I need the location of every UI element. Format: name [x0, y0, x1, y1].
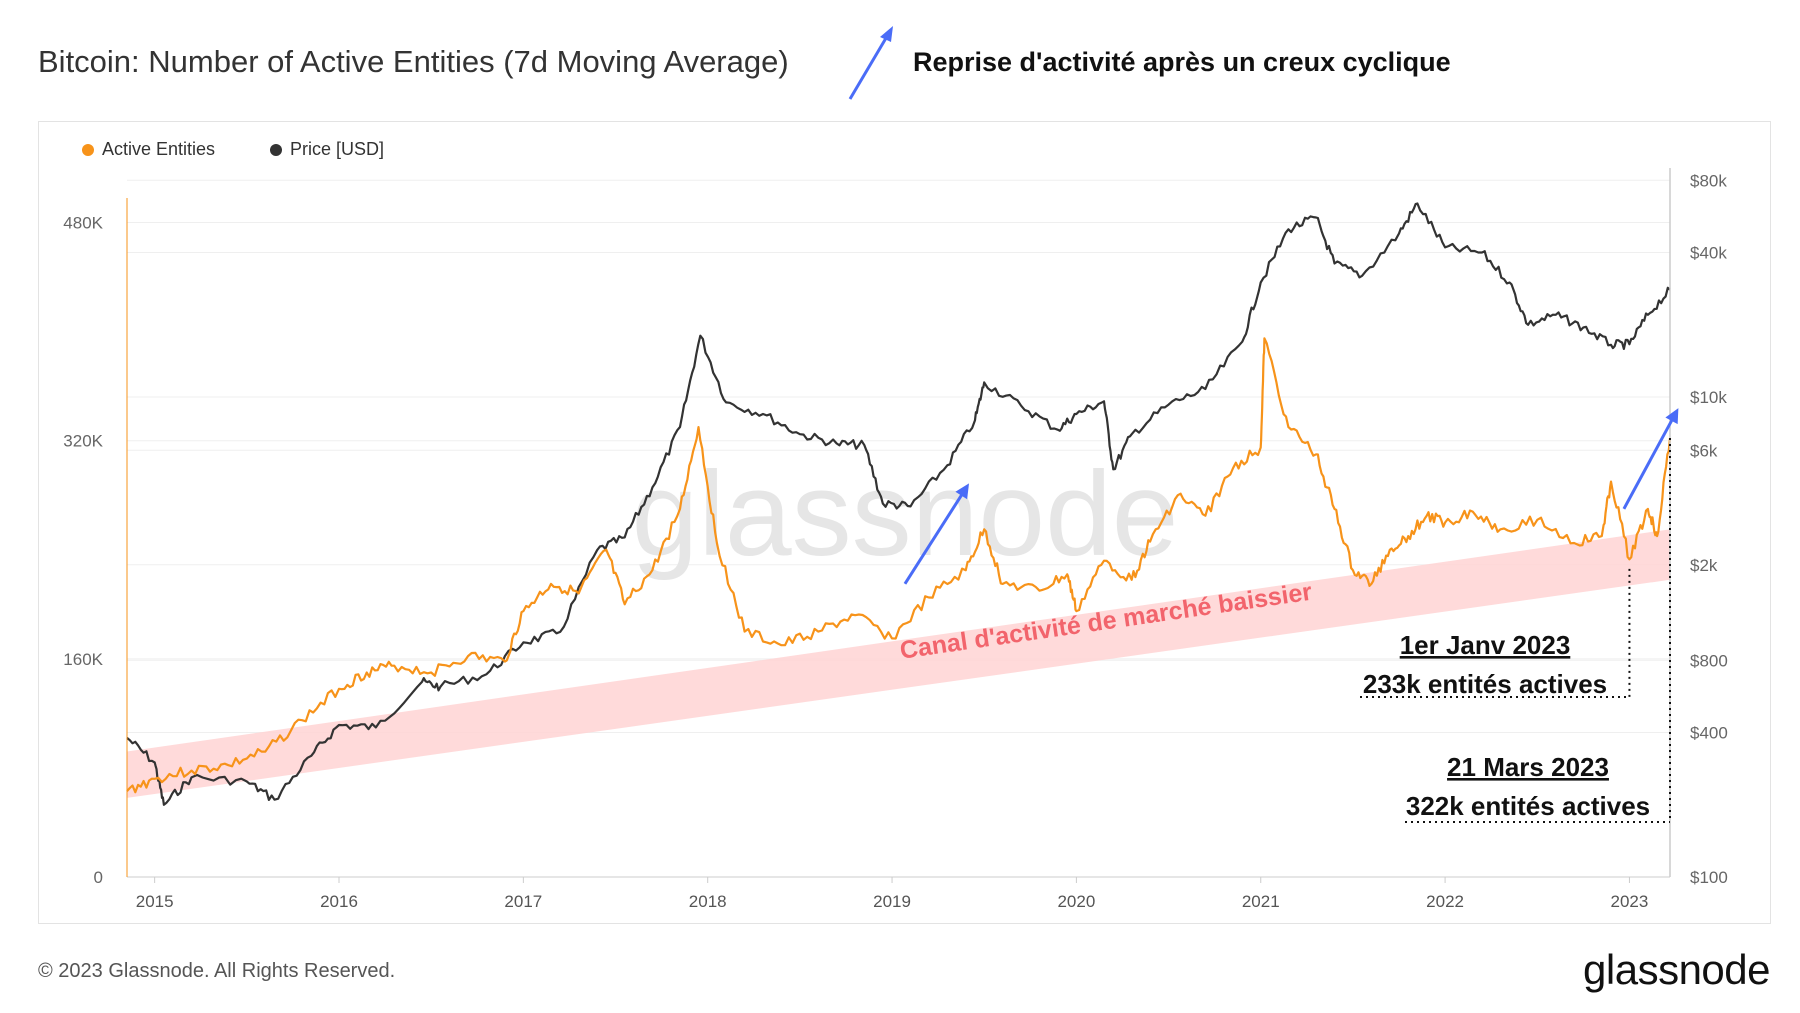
annotation-1-value: 233k entités actives — [1363, 669, 1607, 699]
watermark: glassnode — [631, 447, 1178, 581]
x-tick-label: 2016 — [320, 892, 358, 911]
series-active-entities-line — [126, 337, 1672, 794]
y-right-tick-label: $400 — [1690, 724, 1728, 743]
x-tick-label: 2022 — [1426, 892, 1464, 911]
series-layer — [126, 202, 1672, 806]
x-tick-label: 2018 — [689, 892, 727, 911]
headline-arrow-icon — [848, 26, 893, 100]
legend-label-price: Price [USD] — [290, 139, 385, 159]
y-right-tick-label: $6k — [1690, 441, 1718, 460]
copyright-text: © 2023 Glassnode. All Rights Reserved. — [38, 960, 396, 982]
trend-arrow-line — [1622, 412, 1677, 510]
y-right-tick-label: $800 — [1690, 651, 1728, 670]
page-title: Bitcoin: Number of Active Entities (7d M… — [38, 44, 789, 79]
x-tick-label: 2021 — [1242, 892, 1280, 911]
series-price-line — [126, 202, 1671, 806]
legend-label-active-entities: Active Entities — [102, 139, 216, 159]
x-tick-label: 2020 — [1057, 892, 1095, 911]
annotation-layer: 1er Janv 2023 233k entités actives 21 Mars… — [903, 408, 1679, 823]
legend-dot-orange — [82, 143, 94, 156]
y-left-tick-label: 160K — [63, 650, 103, 669]
x-tick-label: 2017 — [504, 892, 542, 911]
annotation-1-date: 1er Janv 2023 — [1400, 630, 1571, 660]
x-tick-label: 2015 — [136, 892, 174, 911]
trend-arrow-line — [903, 487, 968, 585]
glassnode-logo: glassnode — [1583, 946, 1770, 993]
y-right-tick-label: $10k — [1690, 388, 1727, 407]
legend-price[interactable]: Price [USD] — [270, 139, 384, 160]
y-right-tick-label: $100 — [1690, 868, 1728, 887]
legend-dot-dark — [270, 143, 282, 156]
x-tick-label: 2019 — [873, 892, 911, 911]
y-right-tick-label: $80k — [1690, 171, 1727, 190]
y-left-tick-label: 0 — [94, 868, 103, 887]
bear-channel-band — [127, 529, 1670, 798]
trend-arrow-head — [955, 483, 970, 500]
y-left-tick-label: 320K — [63, 432, 103, 451]
y-right-tick-label: $2k — [1690, 556, 1718, 575]
trend-arrow-head — [1665, 408, 1679, 425]
x-tick-label: 2023 — [1611, 892, 1649, 911]
annotation-2-value: 322k entités actives — [1406, 791, 1650, 821]
annotation-2-date: 21 Mars 2023 — [1447, 752, 1609, 782]
headline: Reprise d'activité après un creux cycliq… — [913, 47, 1451, 77]
legend-active-entities[interactable]: Active Entities — [82, 139, 215, 160]
y-right-tick-label: $40k — [1690, 244, 1727, 263]
y-left-tick-label: 480K — [63, 214, 103, 233]
chart-frame — [38, 121, 1771, 924]
